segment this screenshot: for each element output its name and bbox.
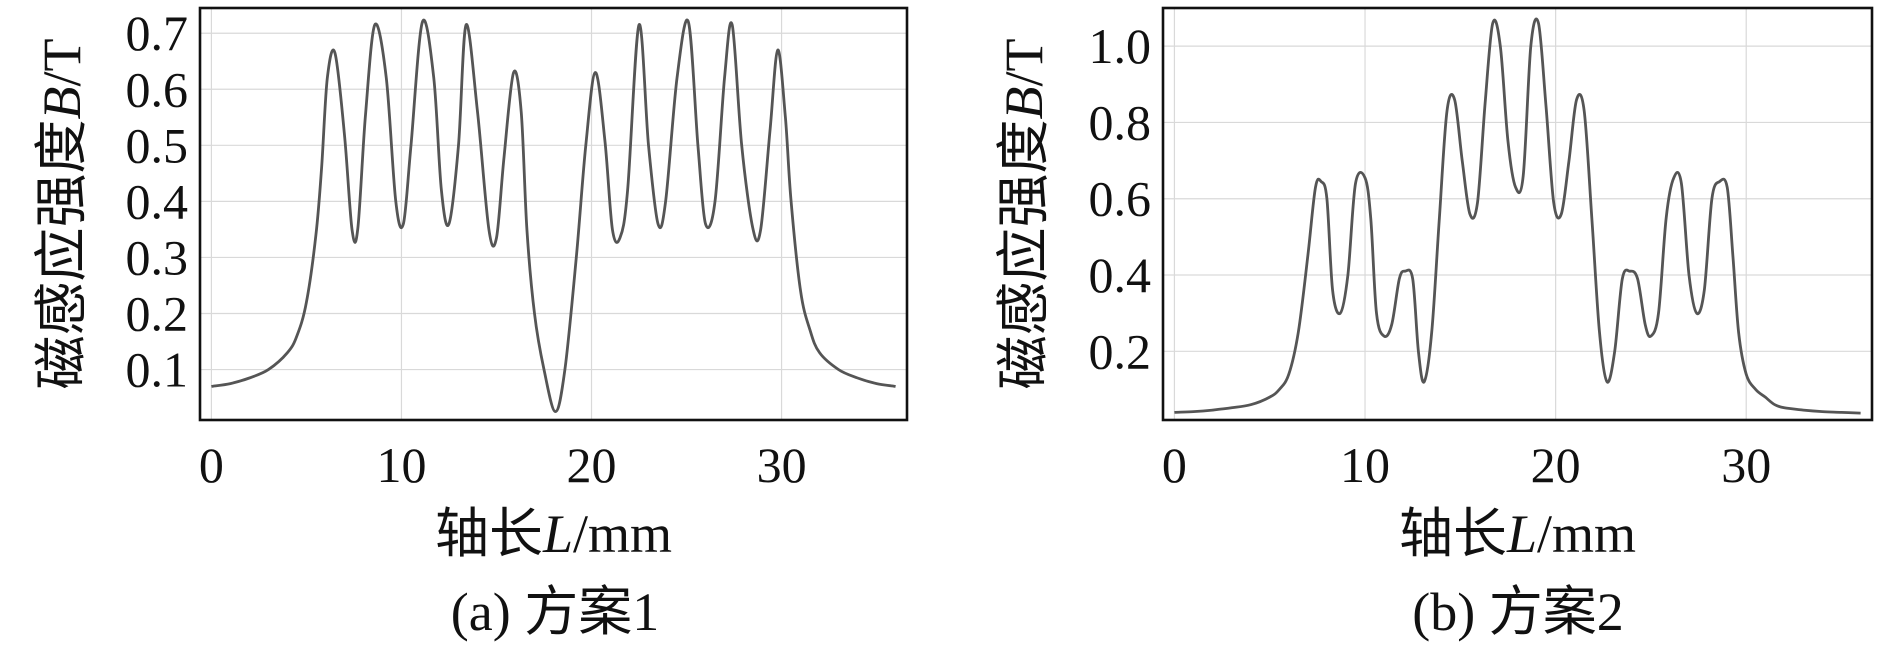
x-tick-labels-a: 0 10 20 30 <box>199 437 807 493</box>
y-axis-label-a: 磁感应强度B/T <box>32 38 92 389</box>
y-tick-label-a-1: 0.2 <box>126 285 189 341</box>
x-tick-label-b-0: 0 <box>1162 437 1187 493</box>
y-tick-label-b-3: 0.8 <box>1089 94 1152 150</box>
y-tick-label-b-1: 0.4 <box>1089 247 1152 303</box>
x-tick-label-a-2: 20 <box>567 437 617 493</box>
y-tick-label-b-2: 0.6 <box>1089 171 1152 227</box>
y-tick-label-a-0: 0.1 <box>126 342 189 398</box>
grid-b <box>1163 8 1872 420</box>
y-tick-labels-b: 0.2 0.4 0.6 0.8 1.0 <box>1089 18 1152 379</box>
y-tick-label-b-0: 0.2 <box>1089 323 1152 379</box>
x-tick-label-b-1: 10 <box>1340 437 1390 493</box>
x-tick-label-b-2: 20 <box>1531 437 1581 493</box>
series-line-a <box>211 18 896 413</box>
y-tick-label-a-3: 0.4 <box>126 173 189 229</box>
caption-a: (a) 方案1 <box>451 582 659 642</box>
plot-frame-a <box>198 6 909 422</box>
y-tick-label-a-5: 0.6 <box>126 61 189 117</box>
y-tick-label-a-2: 0.3 <box>126 229 189 285</box>
x-axis-label-a: 轴长L/mm <box>435 504 672 564</box>
chart-panel-b: 0 10 20 30 0.20.40.60.81.0 轴长L/mm 磁感应强度B/T … <box>994 6 1874 642</box>
x-tick-labels-b: 0 10 20 30 <box>1162 437 1771 493</box>
y-tick-labels-a: 0.10.20.30.40.50.60.7 <box>126 5 189 397</box>
x-tick-label-a-1: 10 <box>376 437 426 493</box>
y-tick-label-a-6: 0.7 <box>126 5 189 61</box>
x-tick-label-b-3: 30 <box>1721 437 1771 493</box>
chart-panel-a: 0 10 20 30 0.10.20.30.40.50.60.7 轴长L/mm 磁感应… <box>32 5 909 642</box>
x-tick-label-a-3: 30 <box>757 437 807 493</box>
plot-frame-b <box>1161 6 1874 422</box>
grid-a <box>200 8 907 420</box>
caption-b: (b) 方案2 <box>1412 582 1623 642</box>
series-line-b <box>1174 17 1861 415</box>
x-axis-label-b: 轴长L/mm <box>1399 504 1636 564</box>
x-tick-label-a-0: 0 <box>199 437 224 493</box>
y-tick-label-b-4: 1.0 <box>1089 18 1152 74</box>
y-axis-label-b: 磁感应强度B/T <box>994 38 1054 389</box>
y-tick-label-a-4: 0.5 <box>126 117 189 173</box>
